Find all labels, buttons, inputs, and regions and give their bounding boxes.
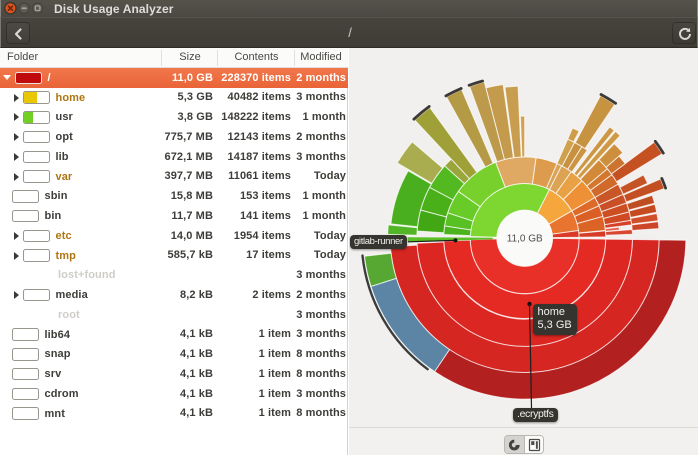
svg-text:11,0 GB: 11,0 GB: [507, 234, 543, 245]
